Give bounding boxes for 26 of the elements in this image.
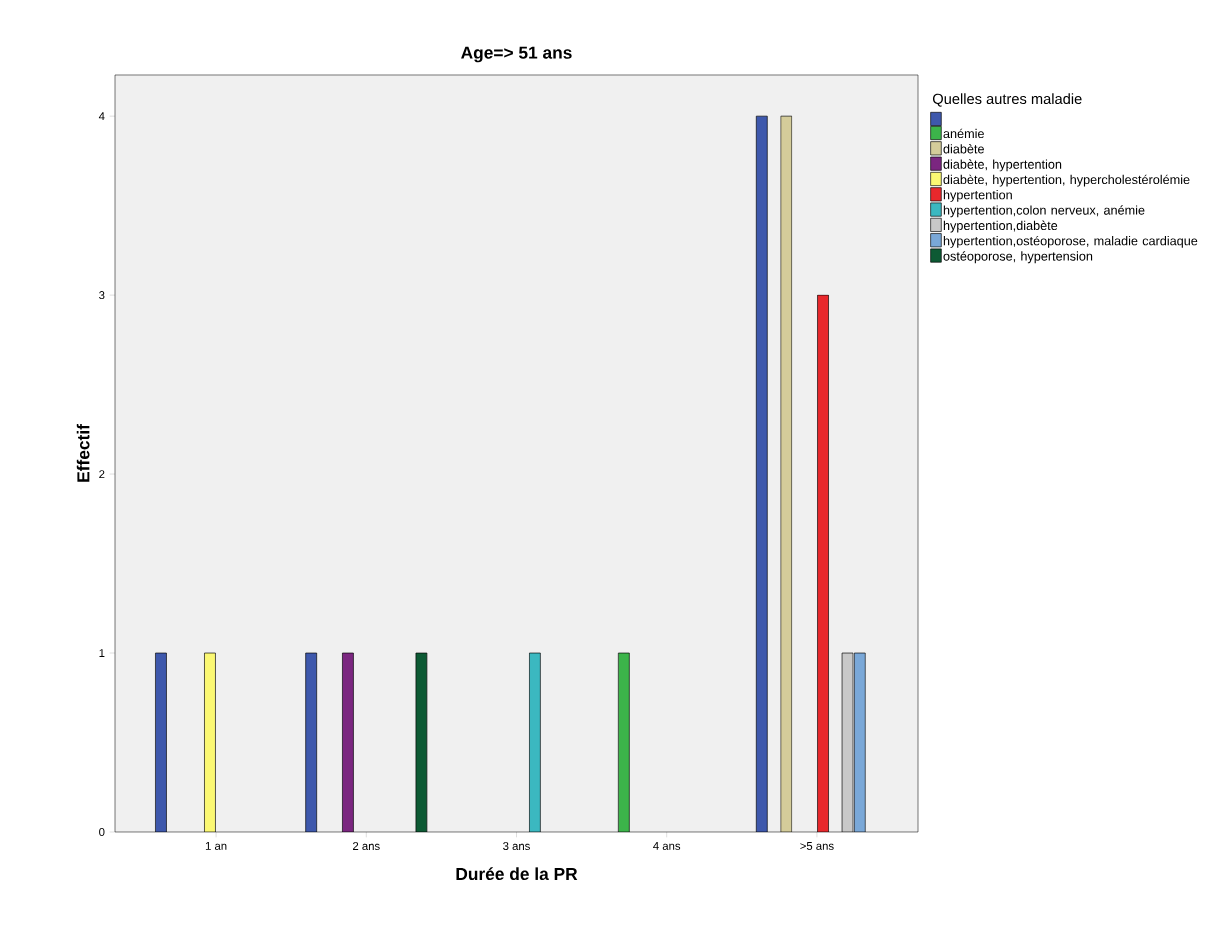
bar: [755, 115, 768, 832]
y-axis-title: Effectif: [76, 424, 90, 482]
y-tick-label: 2: [99, 470, 105, 479]
x-tick-label: 4 ans: [653, 842, 681, 850]
y-tick-label: 4: [98, 112, 105, 121]
x-tick-label: 2 ans: [353, 842, 380, 851]
legend-label: anémie: [943, 128, 984, 139]
legend-label: hypertention,ostéoporose, maladie cardiaque: [943, 235, 1198, 248]
x-axis-title: Durée de la PR: [456, 867, 578, 881]
legend-label: hypertention: [943, 190, 1012, 202]
x-tick-label: 3 ans: [503, 842, 530, 851]
chart-title: Age=> 51 ans: [461, 46, 572, 63]
x-tick-label: 1 an: [205, 842, 227, 850]
legend-label: diabète, hypertention, hypercholestérolémie: [943, 174, 1190, 187]
y-tick-label: 1: [99, 649, 105, 657]
y-tick-label: 0: [99, 828, 105, 836]
y-tick-label: 3: [99, 291, 105, 300]
bar: [305, 652, 318, 832]
legend-label: hypertention,colon nerveux, anémie: [943, 205, 1145, 218]
legend-label: diabète: [943, 143, 984, 154]
bar: [155, 652, 167, 832]
legend-label: diabète, hypertention: [943, 159, 1062, 172]
x-tick-label: >5 ans: [800, 842, 834, 850]
legend-label: hypertention,diabète: [943, 220, 1058, 233]
legend-title: Quelles autres maladie: [932, 93, 1082, 107]
legend-label: ostéoporose, hypertension: [943, 251, 1093, 264]
